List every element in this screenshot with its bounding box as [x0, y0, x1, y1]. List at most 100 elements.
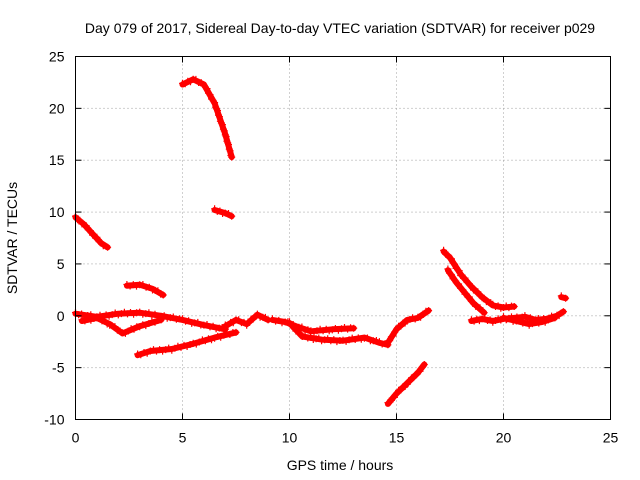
data-point	[206, 91, 214, 99]
data-point	[338, 325, 345, 333]
data-point	[228, 212, 236, 220]
data-point	[342, 337, 350, 345]
data-point	[215, 111, 222, 119]
data-point	[223, 329, 231, 337]
data-point	[174, 342, 182, 350]
data-point	[449, 259, 457, 267]
data-point	[162, 346, 170, 354]
data-point	[104, 243, 112, 251]
data-point	[124, 310, 131, 318]
data-point	[139, 310, 147, 318]
data-point	[476, 304, 484, 312]
data-point	[386, 398, 394, 406]
data-point	[447, 271, 455, 278]
data-point	[510, 303, 518, 310]
data-point	[334, 326, 342, 334]
data-point	[440, 246, 448, 254]
data-point	[126, 282, 134, 290]
series-arc-20to23b	[500, 313, 559, 329]
data-point	[316, 325, 324, 333]
data-point	[211, 99, 219, 107]
data-point	[156, 346, 164, 354]
series-arc-main-high	[179, 75, 236, 161]
x-tick-label: 25	[603, 430, 619, 446]
data-point	[416, 367, 424, 375]
data-point	[205, 89, 212, 97]
x-axis-label: GPS time / hours	[287, 457, 394, 473]
data-point	[75, 311, 83, 319]
data-point	[290, 323, 298, 331]
data-point	[348, 334, 356, 342]
x-tick-label: 20	[496, 430, 512, 446]
data-point	[153, 347, 160, 355]
y-tick-label: 15	[49, 152, 65, 168]
data-point	[455, 280, 463, 288]
series-arc-22	[557, 292, 570, 302]
data-point	[449, 275, 457, 283]
data-point	[139, 321, 147, 329]
data-point	[93, 233, 101, 241]
data-point	[272, 317, 280, 325]
data-point	[387, 333, 395, 341]
data-point	[420, 361, 428, 368]
data-point	[111, 323, 119, 331]
data-point	[159, 347, 167, 355]
data-point	[203, 85, 211, 93]
x-tick-label: 15	[389, 430, 405, 446]
data-point	[278, 319, 286, 327]
data-point	[319, 327, 327, 335]
data-point	[117, 310, 125, 318]
data-point	[133, 309, 141, 317]
data-point	[105, 312, 113, 320]
data-point	[389, 332, 397, 340]
data-series	[72, 75, 570, 407]
data-point	[226, 147, 234, 155]
series-arc-9to12	[268, 315, 358, 336]
grid	[75, 56, 611, 420]
data-point	[76, 216, 84, 224]
data-point	[459, 286, 467, 294]
y-axis-label: SDTVAR / TECUs	[4, 182, 20, 294]
data-point	[451, 260, 459, 268]
y-tick-label: 25	[49, 49, 65, 65]
y-tick-label: 10	[49, 204, 65, 220]
data-point	[208, 95, 215, 103]
data-point	[140, 349, 148, 356]
data-point	[214, 107, 221, 114]
series-arc-neg8	[384, 361, 428, 407]
data-point	[205, 335, 212, 343]
series-arc-mid-10	[211, 205, 236, 220]
data-point	[84, 315, 92, 323]
data-point	[339, 336, 347, 344]
data-point	[201, 83, 209, 91]
data-point	[198, 336, 206, 344]
data-point	[313, 327, 321, 335]
data-point	[354, 334, 362, 342]
y-tick-label: 5	[57, 256, 65, 272]
y-tick-label: -5	[52, 360, 65, 376]
data-point	[222, 133, 230, 140]
data-point	[142, 310, 150, 318]
data-point	[307, 327, 315, 335]
series-arc-early	[72, 212, 112, 251]
data-point	[127, 309, 134, 316]
series-arc-7to9	[221, 310, 272, 330]
data-point	[189, 339, 197, 347]
data-point	[444, 265, 452, 273]
data-point	[333, 338, 341, 346]
data-point	[213, 105, 220, 113]
data-point	[446, 254, 454, 262]
data-point	[562, 294, 570, 302]
data-point	[538, 317, 546, 325]
x-tick-label: 5	[179, 430, 187, 446]
data-point	[150, 346, 157, 354]
data-point	[357, 335, 365, 343]
data-point	[228, 153, 236, 161]
data-point	[108, 311, 116, 319]
data-point	[78, 316, 86, 324]
series-arc-14to16	[384, 307, 433, 346]
data-point	[227, 152, 235, 159]
data-point	[286, 318, 293, 326]
series-arc-zero-a	[72, 308, 229, 333]
data-point	[159, 291, 167, 299]
